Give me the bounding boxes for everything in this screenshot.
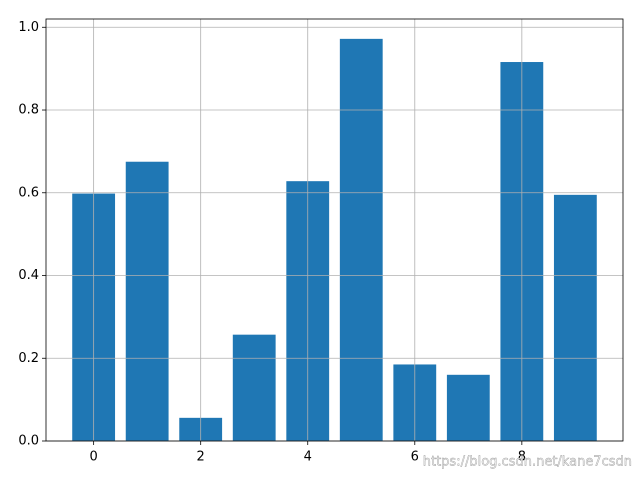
x-tick-label: 4 <box>304 450 312 465</box>
bar <box>446 374 490 441</box>
y-tick-label: 0.6 <box>18 185 39 200</box>
y-tick-label: 0.8 <box>18 103 39 118</box>
y-tick-label: 0.4 <box>18 268 39 283</box>
y-tick-label: 0.0 <box>18 434 39 449</box>
x-tick-label: 8 <box>518 450 526 465</box>
bar <box>553 194 597 441</box>
x-tick-label: 2 <box>197 450 205 465</box>
axes-frame <box>45 18 624 442</box>
bar <box>339 38 383 441</box>
bar <box>125 161 169 441</box>
bar <box>232 334 276 441</box>
x-tick-label: 6 <box>411 450 419 465</box>
y-tick-label: 0.2 <box>18 351 39 366</box>
watermark: https://blog.csdn.net/kane7csdn <box>423 455 632 470</box>
x-tick-label: 0 <box>89 450 97 465</box>
y-tick-label: 1.0 <box>18 20 39 35</box>
